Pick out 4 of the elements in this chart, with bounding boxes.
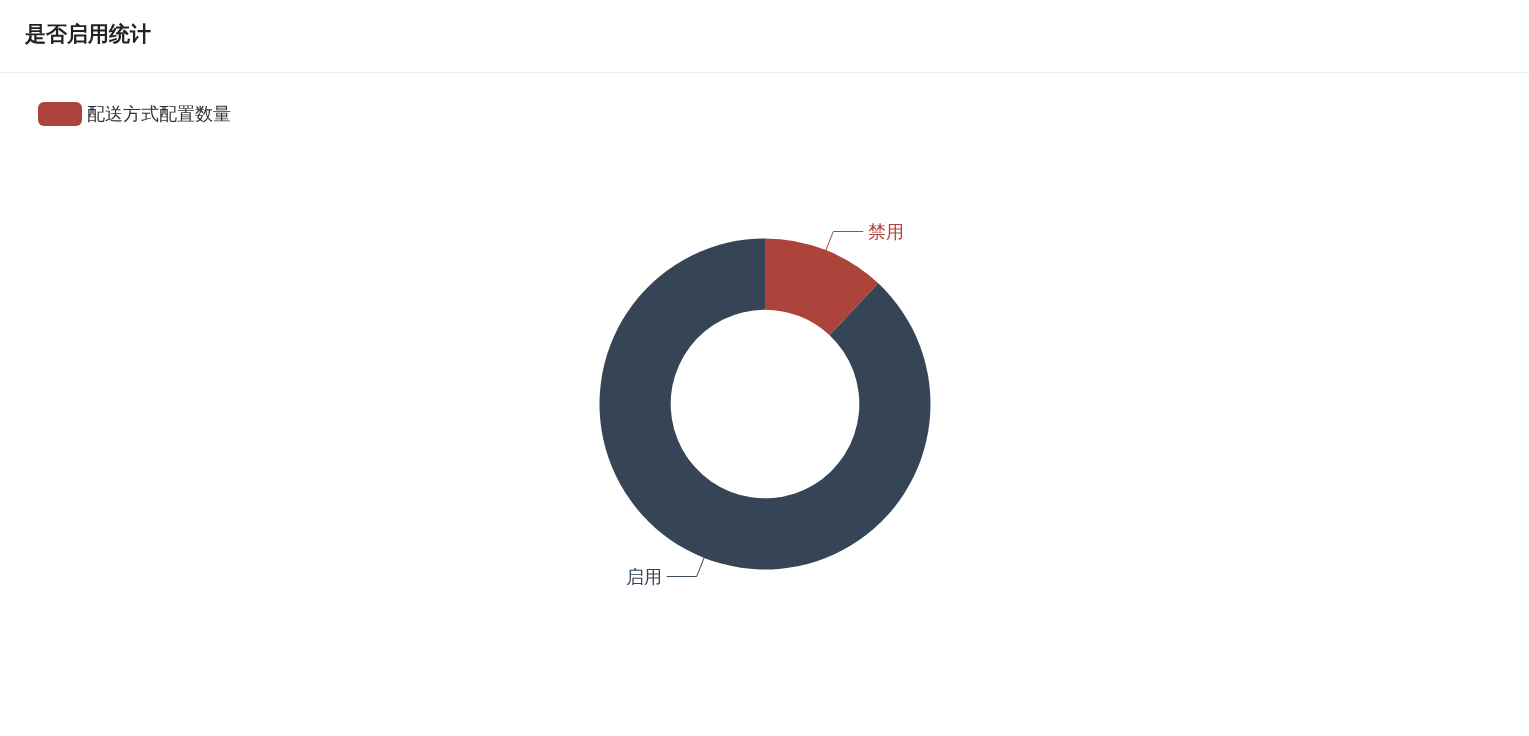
- slice-label: 禁用: [868, 221, 905, 243]
- legend-label: 配送方式配置数量: [87, 104, 231, 124]
- slice-label: 启用: [625, 565, 662, 587]
- chart-title: 是否启用统计: [0, 0, 1529, 73]
